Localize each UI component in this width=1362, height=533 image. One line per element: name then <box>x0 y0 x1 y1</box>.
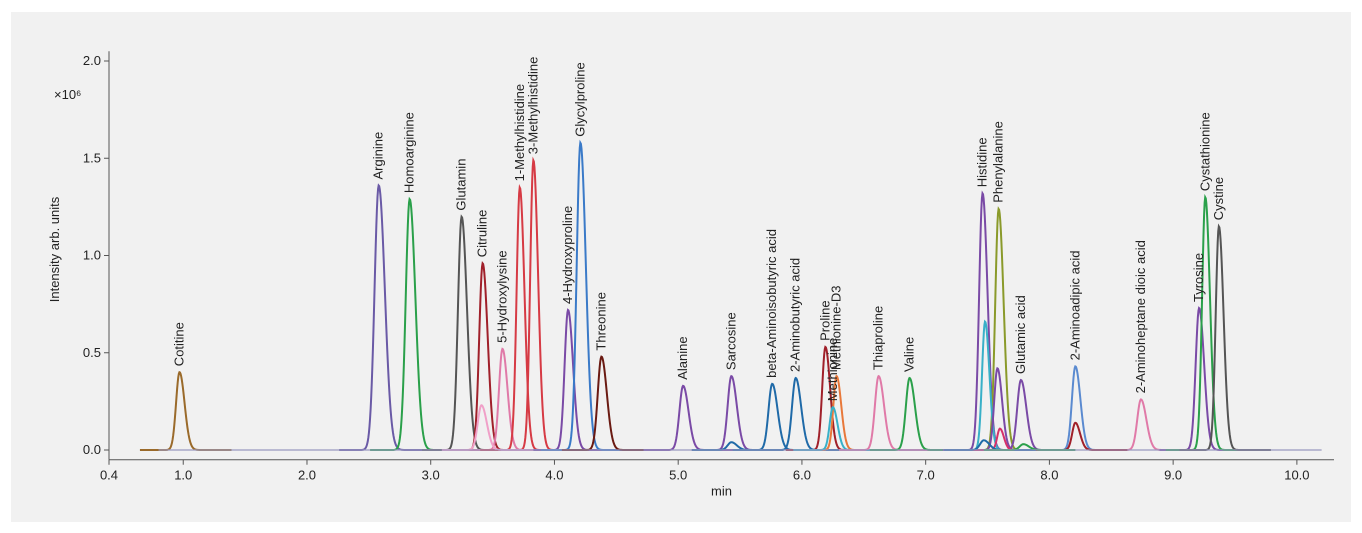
x-tick-label: 6.0 <box>793 468 811 483</box>
x-axis-title: min <box>711 484 732 499</box>
peak-trace <box>839 374 931 451</box>
peak-trace <box>643 384 736 451</box>
peak-label: Methionine <box>825 338 840 402</box>
peak-label: Cystine <box>1211 177 1226 220</box>
peak-label: Proline <box>817 300 832 340</box>
y-tick-label: 2.0 <box>83 53 101 68</box>
x-tick-label: 9.0 <box>1164 468 1182 483</box>
peak-trace <box>691 441 784 451</box>
peak-label: 4-Hydroxyproline <box>560 206 575 304</box>
x-ticks: 0.4 1.0 2.0 3.0 4.0 5.0 6.0 7.0 8.0 9.0 10.0 <box>100 459 1310 483</box>
x-tick-label: 2.0 <box>298 468 316 483</box>
peak-trace <box>1159 306 1252 451</box>
peak-label: Glutamic acid <box>1013 295 1028 374</box>
axes: 0.4 1.0 2.0 3.0 4.0 5.0 6.0 7.0 8.0 9.0 10.0 0.00.… <box>83 51 1334 483</box>
x-tick-label: 5.0 <box>669 468 687 483</box>
peak-trace <box>869 376 962 451</box>
peak-label: Methionine-D3 <box>829 286 844 371</box>
peak-label: Homoarginine <box>402 112 417 193</box>
peak-label: Glycylproline <box>572 62 587 136</box>
peak-label: 2-Aminobutyric acid <box>788 258 803 372</box>
peak-trace <box>139 370 232 451</box>
peak-label: Arginine <box>371 132 386 180</box>
peak-labels: Cotitine Arginine Homoarginine Glutamin Citr… <box>172 57 1226 402</box>
peak-trace <box>1165 193 1258 451</box>
chromatogram-chart: 0.4 1.0 2.0 3.0 4.0 5.0 6.0 7.0 8.0 9.0 10.0 0.00.… <box>47 51 1334 499</box>
peak-label: 2-Aminoadipic acid <box>1067 251 1082 361</box>
chromatogram-traces <box>139 139 1322 451</box>
peak-label: 1-Methylhistidine <box>512 84 527 182</box>
y-tick-label: 1.0 <box>83 248 101 263</box>
peak-label: Alanine <box>675 336 690 379</box>
peak-trace <box>959 206 1051 451</box>
x-tick-label: 3.0 <box>422 468 440 483</box>
peak-trace <box>540 139 633 451</box>
x-tick-label: 8.0 <box>1040 468 1058 483</box>
peak-label: Tyrosine <box>1191 253 1206 302</box>
peak-label: 2-Aminoheptane dioic acid <box>1133 240 1148 393</box>
peak-trace <box>370 196 462 451</box>
y-axis-title: Intensity arb. units <box>47 196 62 302</box>
x-tick-label: 0.4 <box>100 468 118 483</box>
x-tick-label: 1.0 <box>174 468 192 483</box>
y-axis-multiplier: ×10⁶ <box>54 87 81 102</box>
peak-label: Sarcosine <box>723 312 738 370</box>
peak-label: Histidine <box>975 137 990 187</box>
peak-trace <box>441 404 534 451</box>
chart-panel: 0.4 1.0 2.0 3.0 4.0 5.0 6.0 7.0 8.0 9.0 10.0 0.0 0.… <box>11 12 1351 522</box>
peak-label: 3-Methylhistidine <box>525 57 540 155</box>
peak-label: Phenylalanine <box>991 121 1006 203</box>
peak-label: 5-Hydroxylysine <box>495 250 510 342</box>
peak-label: Cystathionine <box>1197 112 1212 191</box>
peak-trace <box>732 382 825 451</box>
y-tick-label: 0.5 <box>83 345 101 360</box>
x-tick-label: 4.0 <box>545 468 563 483</box>
y-tick-label: 0.0 <box>83 442 101 457</box>
x-tick-label: 7.0 <box>917 468 935 483</box>
peak-label: Cotitine <box>172 322 187 366</box>
peak-trace <box>1101 398 1193 451</box>
x-tick-label: 10.0 <box>1284 468 1309 483</box>
peak-trace <box>1035 421 1128 451</box>
peak-trace <box>691 374 784 451</box>
peak-label: Thiaproline <box>871 306 886 370</box>
y-tick-label: 1.5 <box>83 150 101 165</box>
peak-label: Citruline <box>475 210 490 258</box>
peak-label: Threonine <box>594 292 609 351</box>
peak-label: Valine <box>902 337 917 372</box>
y-ticks: 0.0 0.5 1.0 1.5 2.0 <box>83 53 109 457</box>
peak-label: Glutamin <box>454 159 469 211</box>
peak-label: beta-Aminoisobutyric acid <box>764 229 779 378</box>
